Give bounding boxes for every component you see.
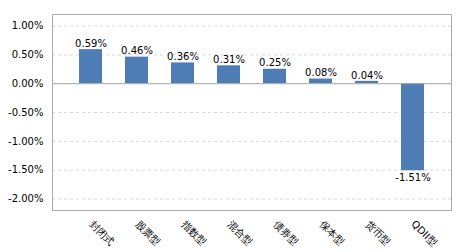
svg-text:0.08%: 0.08% <box>305 67 337 78</box>
svg-text:0.31%: 0.31% <box>213 54 245 65</box>
svg-text:-1.51%: -1.51% <box>395 172 430 183</box>
svg-text:-0.50%: -0.50% <box>8 107 43 118</box>
svg-text:债券型: 债券型 <box>271 218 300 247</box>
svg-text:0.46%: 0.46% <box>121 45 153 56</box>
svg-text:封闭式: 封闭式 <box>87 218 116 247</box>
svg-text:1.00%: 1.00% <box>12 20 44 31</box>
svg-text:0.00%: 0.00% <box>12 78 44 89</box>
svg-text:0.36%: 0.36% <box>167 51 199 62</box>
svg-text:股票型: 股票型 <box>133 218 162 247</box>
svg-text:-1.50%: -1.50% <box>8 164 43 175</box>
svg-text:0.50%: 0.50% <box>12 49 44 60</box>
svg-text:0.25%: 0.25% <box>259 57 291 68</box>
svg-text:货币型: 货币型 <box>363 218 392 247</box>
svg-text:QDII型: QDII型 <box>409 218 439 248</box>
svg-text:0.04%: 0.04% <box>351 70 383 81</box>
svg-text:保本型: 保本型 <box>317 218 346 247</box>
svg-text:-2.00%: -2.00% <box>8 193 43 204</box>
svg-text:指数型: 指数型 <box>179 218 209 248</box>
svg-text:混合型: 混合型 <box>225 218 254 247</box>
svg-text:-1.00%: -1.00% <box>8 136 43 147</box>
svg-text:0.59%: 0.59% <box>75 38 107 49</box>
